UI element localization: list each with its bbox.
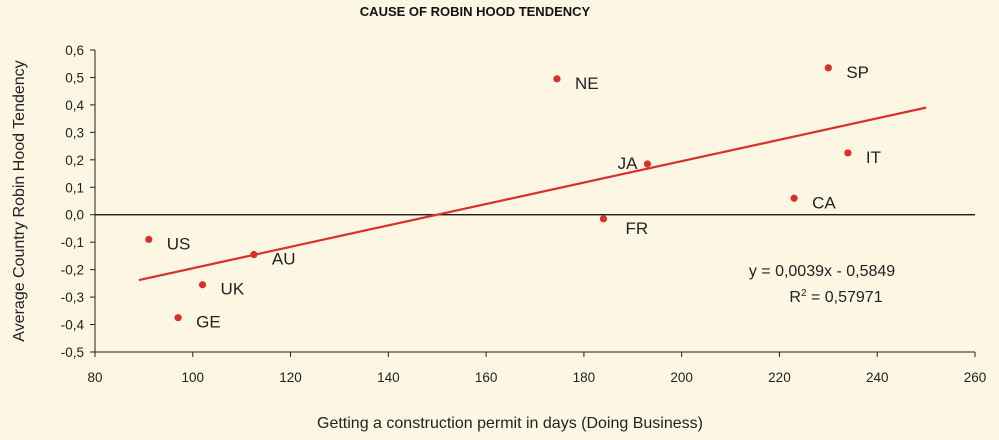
point-label: JA xyxy=(618,154,639,173)
y-tick-label: -0,4 xyxy=(61,318,85,333)
x-tick-label: 260 xyxy=(964,370,987,385)
r-squared-value: = 0,57971 xyxy=(807,289,883,306)
point-label: NE xyxy=(575,74,599,93)
y-tick-label: 0,0 xyxy=(65,208,84,223)
y-tick-label: -0,5 xyxy=(61,345,84,360)
x-tick-label: 220 xyxy=(768,370,791,385)
y-tick-label: 0,5 xyxy=(65,70,84,85)
data-point xyxy=(599,215,608,223)
point-label: FR xyxy=(625,219,648,238)
y-tick-label: 0,4 xyxy=(65,98,84,113)
data-point xyxy=(790,194,798,202)
y-axis-label: Average Country Robin Hood Tendency xyxy=(11,60,28,341)
point-label: GE xyxy=(196,313,221,332)
y-tick-label: 0,1 xyxy=(65,180,84,195)
point-label: SP xyxy=(846,63,869,82)
data-point xyxy=(198,281,207,289)
r-squared-prefix: R xyxy=(789,289,801,306)
point-label: CA xyxy=(812,193,836,212)
point-label: US xyxy=(167,234,191,253)
r-squared-sup: 2 xyxy=(801,288,807,299)
y-tick-label: -0,1 xyxy=(61,235,84,250)
y-tick-label: -0,2 xyxy=(61,263,84,278)
x-tick-label: 100 xyxy=(182,370,205,385)
point-label: AU xyxy=(272,250,296,269)
x-tick-label: 140 xyxy=(377,370,400,385)
x-tick-label: 200 xyxy=(670,370,693,385)
data-point xyxy=(145,235,153,244)
y-tick-label: -0,3 xyxy=(61,290,84,305)
y-tick-label: 0,6 xyxy=(65,43,84,58)
point-label: IT xyxy=(866,148,881,167)
x-tick-label: 180 xyxy=(573,370,596,385)
trendline-equation: y = 0,0039x - 0,5849 xyxy=(749,263,895,280)
data-point xyxy=(553,75,561,83)
data-point xyxy=(643,160,652,168)
x-tick-label: 160 xyxy=(475,370,498,385)
data-point xyxy=(250,250,258,259)
data-point xyxy=(824,64,832,72)
y-tick-label: 0,2 xyxy=(65,153,84,168)
x-tick-label: 120 xyxy=(279,370,302,385)
x-axis-label: Getting a construction permit in days (D… xyxy=(317,415,703,432)
trendline xyxy=(138,106,927,282)
axes xyxy=(94,50,975,353)
y-tick-label: 0,3 xyxy=(65,125,84,140)
data-point xyxy=(174,314,182,322)
chart-title: CAUSE OF ROBIN HOOD TENDENCY xyxy=(360,4,591,19)
x-tick-label: 80 xyxy=(87,370,102,385)
x-tick-label: 240 xyxy=(866,370,889,385)
x-ticks: 80 100 120 140 160 180 200 220 240 260 xyxy=(87,352,986,385)
data-point xyxy=(844,149,852,157)
y-ticks: -0,5 -0,4 -0,3 -0,2 -0,1 0,0 0,1 0,2 0,3 0,4 0,5 0,… xyxy=(61,43,95,360)
r-squared-label: R2 = 0,57971 xyxy=(789,288,882,306)
point-label: UK xyxy=(221,280,245,299)
